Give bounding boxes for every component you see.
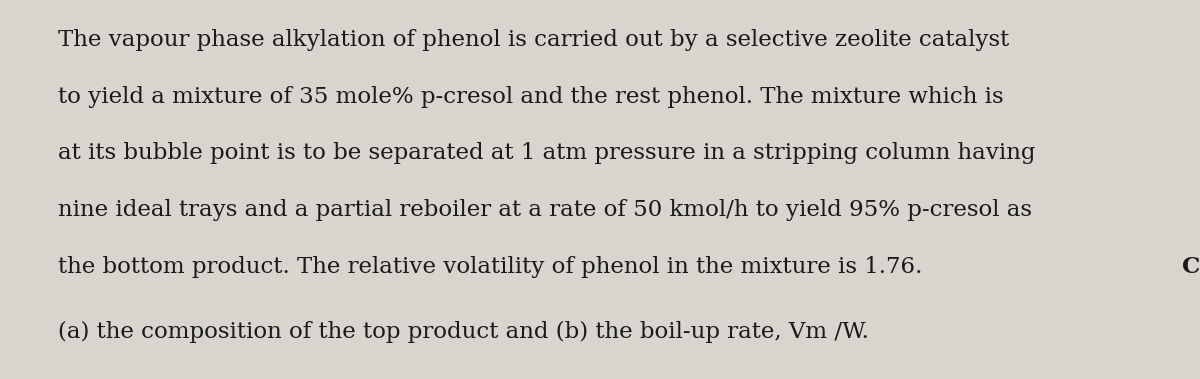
Text: the bottom product. The relative volatility of phenol in the mixture is 1.76.: the bottom product. The relative volatil… [58,256,929,278]
Text: to yield a mixture of 35 mole% p-cresol and the rest phenol. The mixture which i: to yield a mixture of 35 mole% p-cresol … [58,86,1003,108]
Text: nine ideal trays and a partial reboiler at a rate of 50 kmol/h to yield 95% p-cr: nine ideal trays and a partial reboiler … [58,199,1032,221]
Text: The vapour phase alkylation of phenol is carried out by a selective zeolite cata: The vapour phase alkylation of phenol is… [58,29,1009,51]
Text: at its bubble point is to be separated at 1 atm pressure in a stripping column h: at its bubble point is to be separated a… [58,143,1036,164]
Text: Calculate: Calculate [1182,256,1200,278]
Text: (a) the composition of the top product and (b) the boil-up rate, Vm /W.: (a) the composition of the top product a… [58,321,869,343]
